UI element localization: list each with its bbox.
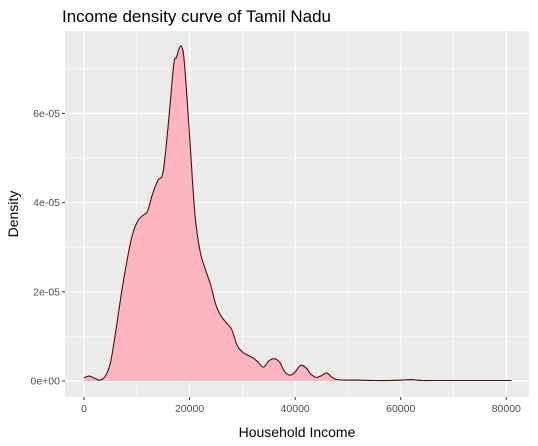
- chart-title: Income density curve of Tamil Nadu: [62, 7, 331, 26]
- y-tick-label: 4e-05: [33, 197, 60, 209]
- x-tick-label: 80000: [492, 403, 521, 415]
- density-line: [83, 45, 512, 382]
- x-tick-label: 40000: [281, 403, 310, 415]
- x-tick-label: 60000: [386, 403, 415, 415]
- minor-gridlines: [65, 31, 529, 397]
- y-axis: 0e+00 2e-05 4e-05 6e-05: [31, 108, 65, 387]
- x-tick-label: 0: [81, 403, 87, 415]
- x-axis-label: Household Income: [239, 424, 356, 440]
- y-axis-label: Density: [5, 191, 21, 238]
- x-tick-label: 20000: [175, 403, 204, 415]
- y-tick-label: 6e-05: [33, 108, 60, 120]
- y-tick-label: 2e-05: [33, 286, 60, 298]
- y-tick-label: 0e+00: [31, 375, 61, 387]
- x-axis: 0 20000 40000 60000 80000: [81, 397, 521, 415]
- density-area: [84, 45, 512, 381]
